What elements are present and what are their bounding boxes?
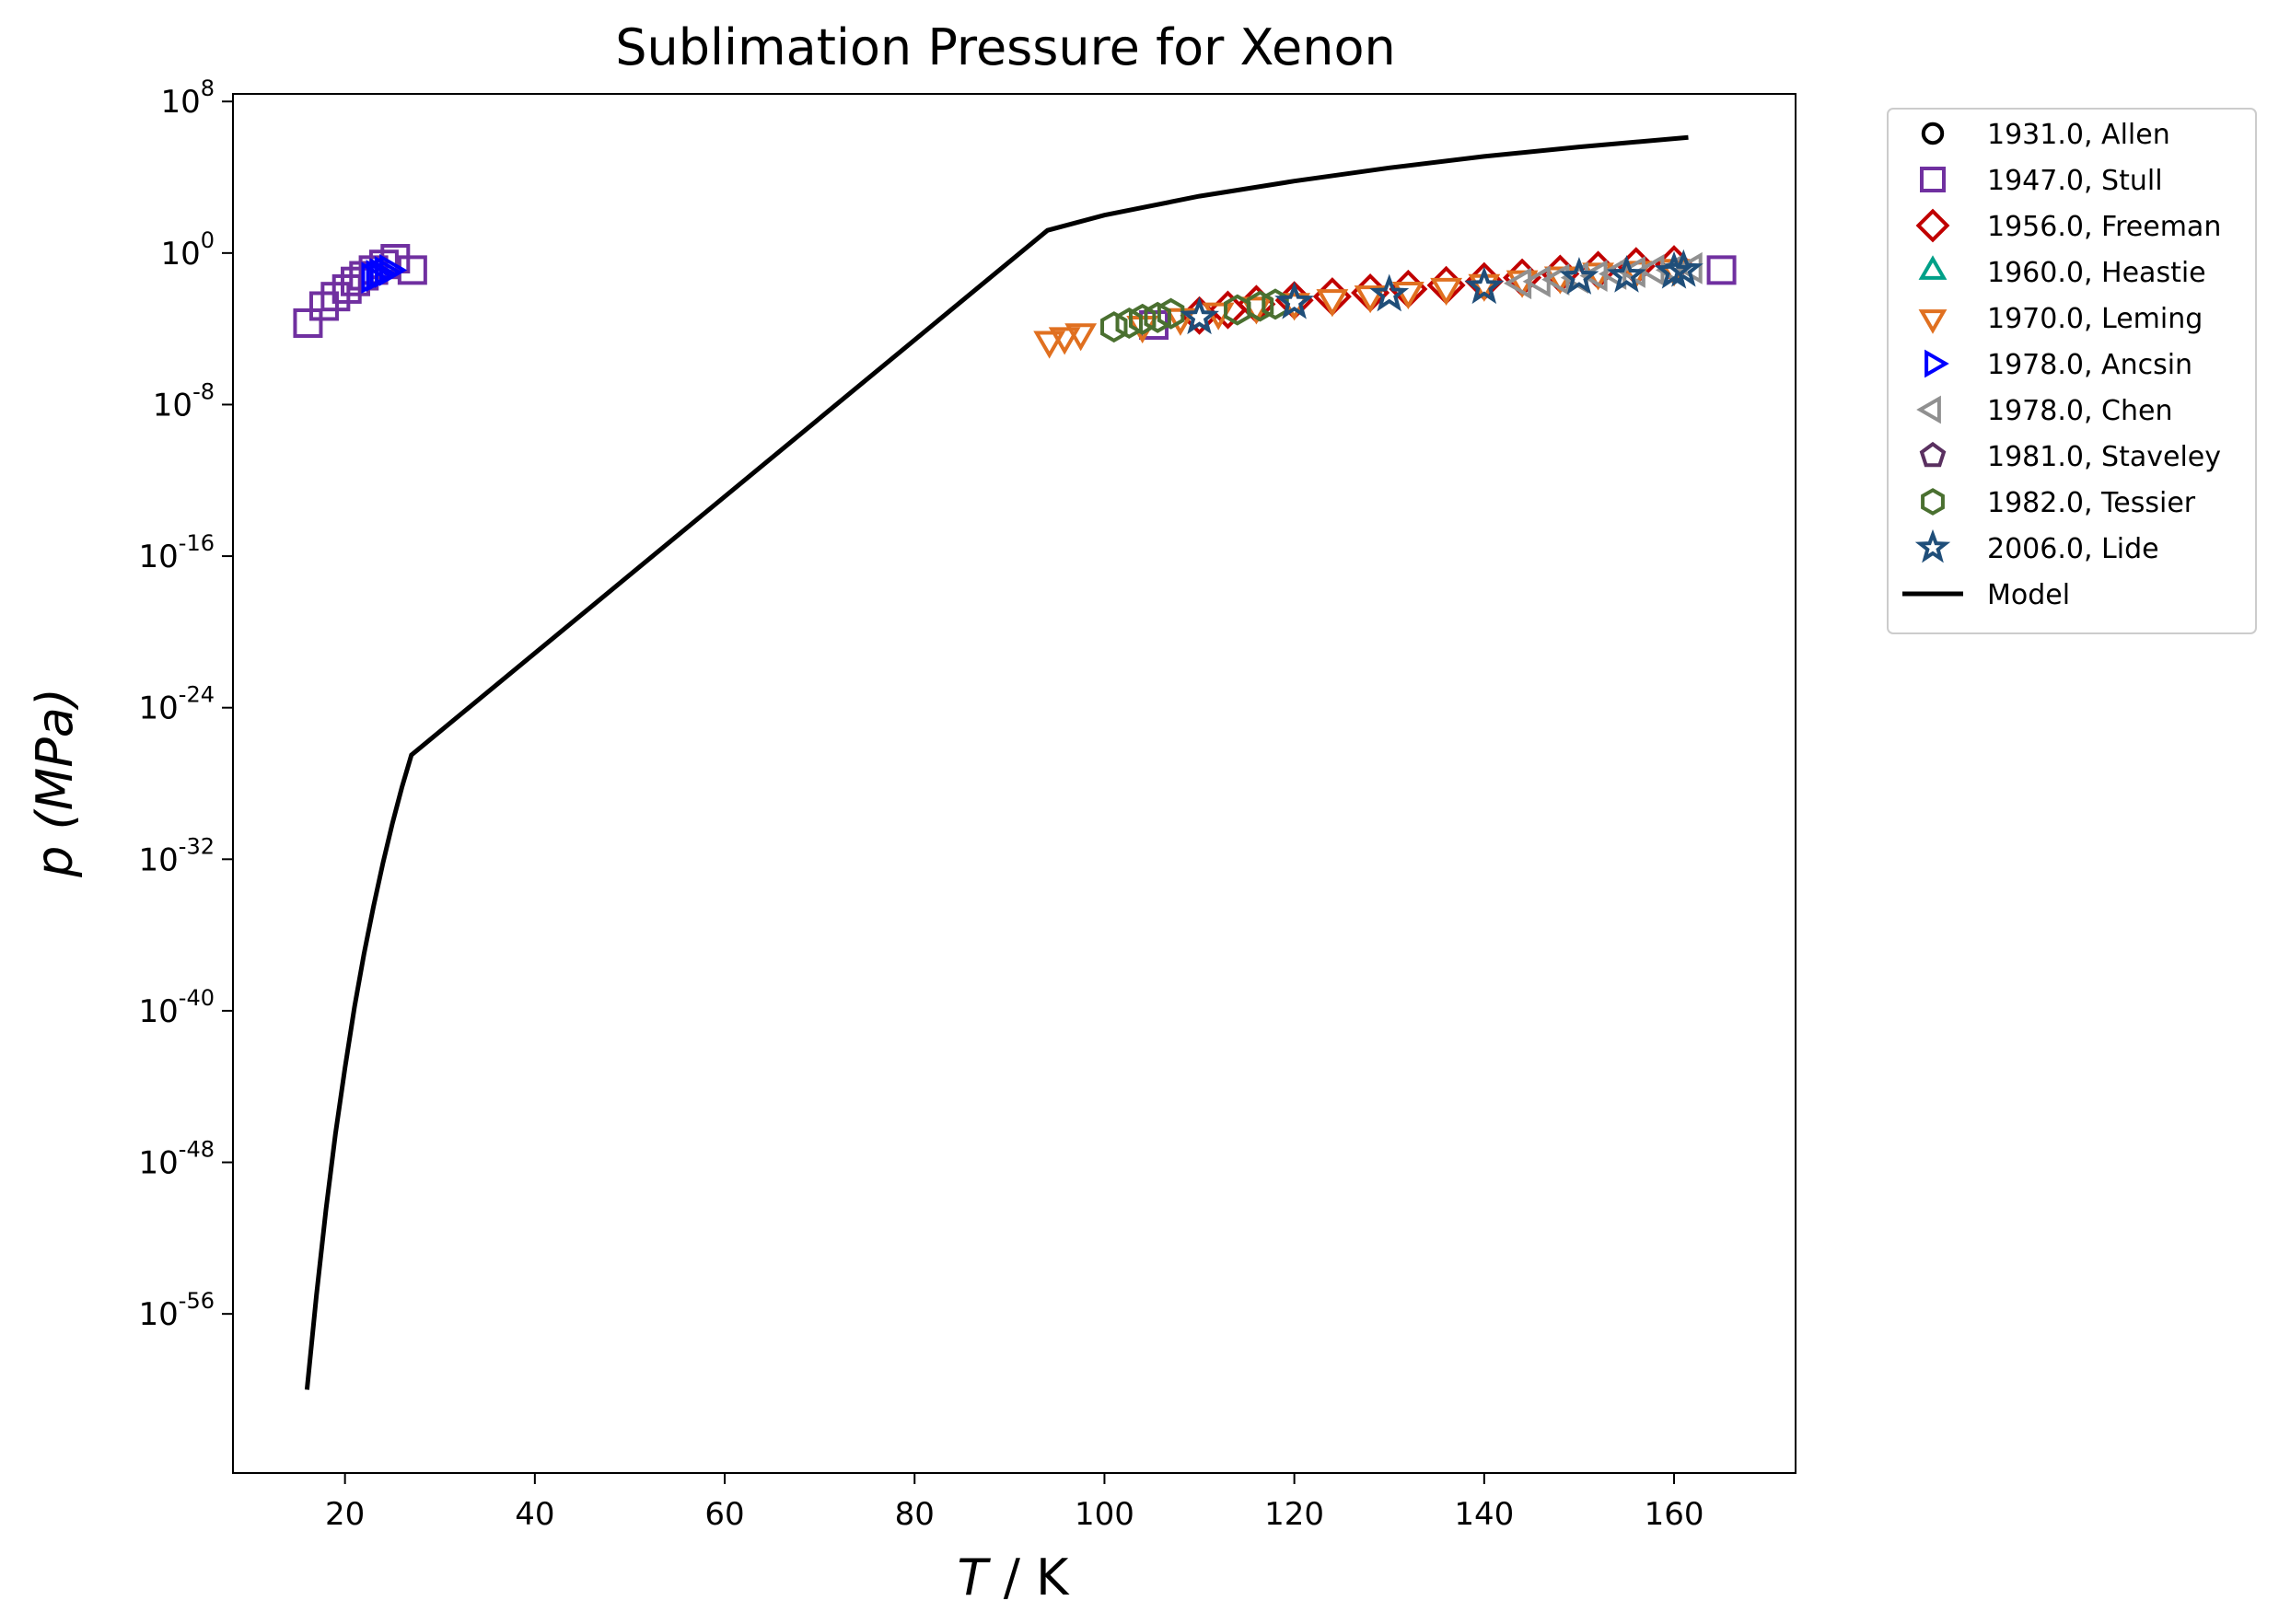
data-point — [1607, 254, 1646, 293]
legend-swatch — [1919, 441, 1947, 468]
legend-label: Model — [1987, 579, 2070, 611]
legend-label: 1978.0, Ancsin — [1987, 349, 2192, 381]
legend: 1931.0, Allen 1947.0, Stull 1956.0, Freema… — [1887, 108, 2257, 634]
legend-item: 1960.0, Heastie — [1918, 255, 2206, 289]
legend-label: 2006.0, Lide — [1987, 533, 2159, 565]
legend-item: 1947.0, Stull — [1920, 165, 2163, 197]
x-tick-label: 40 — [515, 1496, 554, 1533]
y-tick-label: 10-8 — [153, 378, 215, 423]
data-point — [1316, 289, 1349, 318]
plot-area — [293, 134, 1737, 1390]
legend-swatch — [1924, 349, 1949, 378]
x-tick-label: 120 — [1264, 1496, 1324, 1533]
data-point — [1128, 303, 1157, 335]
legend-label: 1970.0, Leming — [1987, 303, 2203, 335]
legend-swatch — [1915, 208, 1950, 243]
legend-label: 1931.0, Allen — [1987, 119, 2170, 151]
x-tick-label: 20 — [325, 1496, 365, 1533]
legend-item: 1978.0, Chen — [1916, 395, 2172, 427]
data-point — [1157, 297, 1185, 330]
x-tick-label: 80 — [895, 1496, 935, 1533]
series-9 — [1180, 249, 1703, 335]
y-tick-label: 10-48 — [139, 1137, 215, 1182]
data-point — [1033, 331, 1066, 359]
y-axis-label: p (MPa) — [26, 688, 84, 878]
data-point — [1180, 296, 1220, 335]
legend-item: 1982.0, Tessier — [1921, 487, 2196, 519]
data-point — [1274, 281, 1315, 319]
y-axis: 108 100 10-8 10-16 10-24 10-32 10-40 10-48 10-56 — [139, 75, 233, 1333]
legend-item: 1931.0, Allen — [1921, 119, 2170, 151]
y-tick-label: 10-56 — [139, 1288, 215, 1333]
y-tick-label: 10-16 — [139, 530, 215, 575]
legend-swatch — [1918, 309, 1948, 334]
legend-swatch — [1921, 488, 1945, 516]
plot-frame — [232, 93, 1796, 1474]
data-point — [1369, 273, 1410, 312]
data-point — [397, 255, 427, 285]
y-tick-label: 108 — [160, 75, 215, 121]
data-point — [379, 253, 408, 286]
x-tick-label: 60 — [704, 1496, 744, 1533]
legend-label: 1981.0, Staveley — [1987, 441, 2221, 473]
legend-item: 1970.0, Leming — [1918, 303, 2203, 335]
y-tick-label: 10-24 — [139, 682, 215, 727]
data-point — [1100, 311, 1128, 343]
legend-label: 1956.0, Freeman — [1987, 211, 2221, 243]
series-10 — [304, 134, 1689, 1390]
legend-swatch — [1920, 167, 1946, 192]
data-point — [1663, 249, 1703, 287]
legend-label: 1978.0, Chen — [1987, 395, 2172, 427]
y-tick-label: 100 — [160, 227, 215, 273]
data-point — [293, 307, 323, 338]
legend-label: 1947.0, Stull — [1987, 165, 2163, 197]
data-point — [1144, 301, 1171, 333]
data-point — [1559, 257, 1599, 295]
series-5 — [361, 253, 408, 295]
y-tick-label: 10-40 — [139, 985, 215, 1030]
x-axis-label-symbol: T — [958, 1549, 992, 1607]
data-point — [1115, 307, 1143, 339]
legend-swatch — [1914, 528, 1951, 563]
legend-box — [1887, 108, 2257, 634]
legend-label: 1960.0, Heastie — [1987, 257, 2206, 289]
data-point — [1048, 327, 1081, 355]
legend-item: 1956.0, Freeman — [1915, 208, 2221, 243]
data-point — [1164, 307, 1197, 336]
data-point — [1246, 290, 1274, 322]
x-tick-label: 140 — [1454, 1496, 1514, 1533]
data-point — [1430, 277, 1463, 306]
model-line — [304, 134, 1689, 1390]
data-point — [1391, 281, 1424, 310]
legend-item: 1978.0, Ancsin — [1924, 349, 2192, 381]
data-point — [1064, 323, 1098, 352]
data-point — [1706, 255, 1737, 285]
legend-item: 2006.0, Lide — [1914, 528, 2159, 565]
x-axis-label: T / K — [958, 1549, 1071, 1607]
x-tick-label: 160 — [1645, 1496, 1704, 1533]
chart-title: Sublimation Pressure for Xenon — [615, 18, 1396, 76]
legend-item: 1981.0, Staveley — [1919, 441, 2221, 473]
x-axis: 20 40 60 80 100 120 140 160 — [325, 1473, 1703, 1533]
x-tick-label: 100 — [1075, 1496, 1134, 1533]
data-point — [1464, 266, 1505, 305]
legend-item: Model — [1902, 579, 2070, 611]
y-tick-label: 10-32 — [139, 833, 215, 878]
legend-swatch — [1921, 122, 1945, 145]
legend-swatch — [1918, 255, 1948, 280]
x-axis-label-unit: / K — [988, 1549, 1071, 1607]
legend-label: 1982.0, Tessier — [1987, 487, 2196, 519]
legend-swatch — [1916, 395, 1941, 424]
data-point — [1354, 285, 1387, 314]
